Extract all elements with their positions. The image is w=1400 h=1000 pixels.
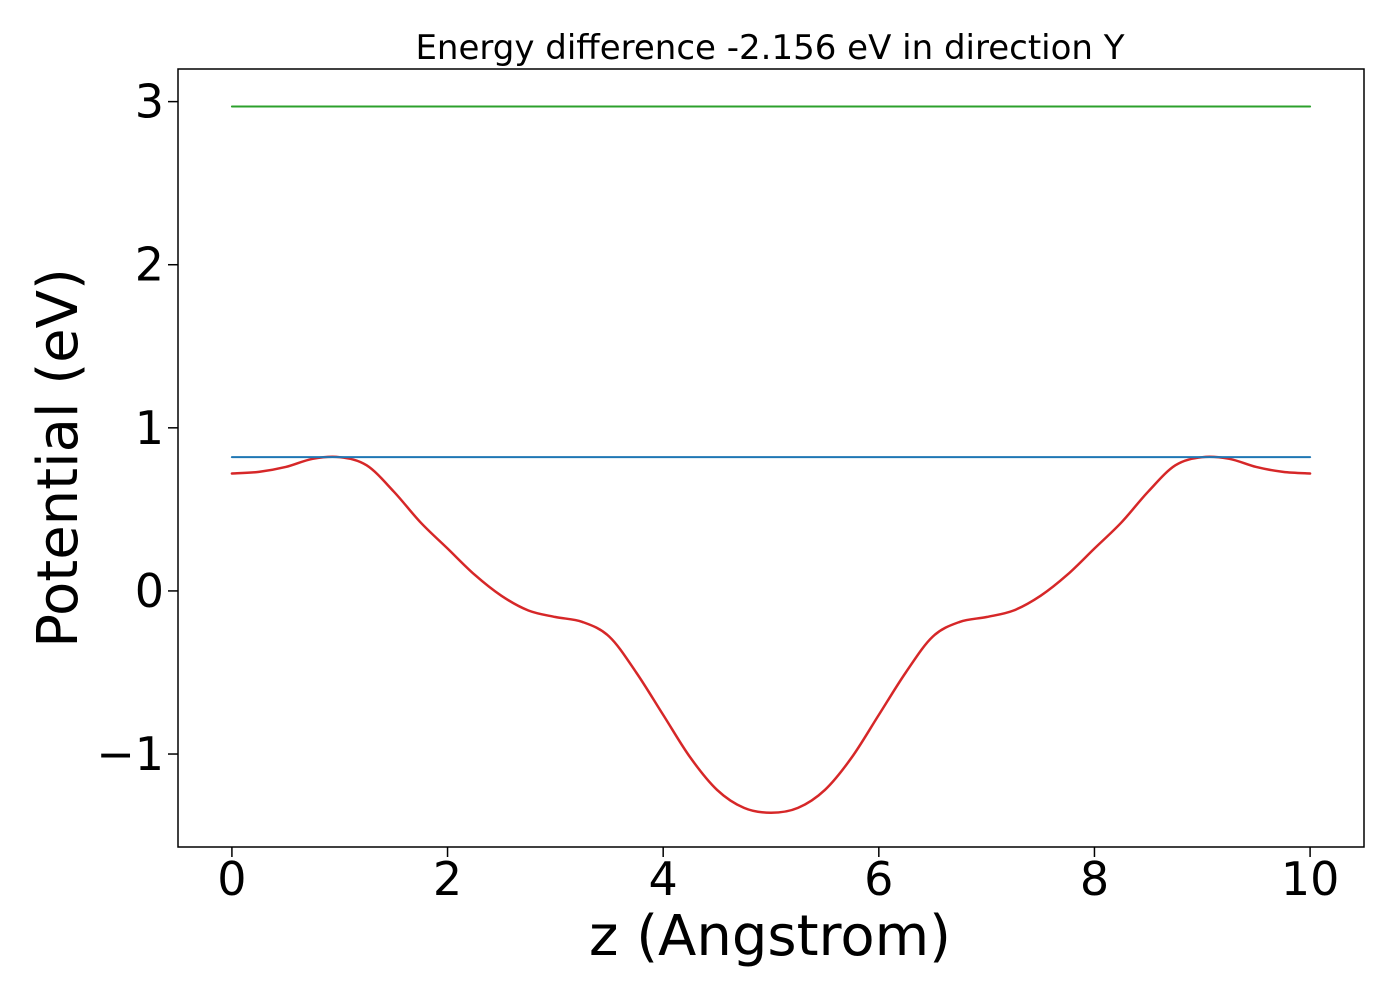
y-tick-label: 3 [135, 75, 164, 129]
x-axis-label: z (Angstrom) [589, 904, 951, 969]
series-layer [230, 105, 1312, 814]
y-axis: −1 0 1 2 3 [96, 75, 178, 781]
x-tick-label: 10 [1281, 852, 1340, 906]
y-tick-label: 0 [135, 564, 164, 618]
y-tick-label: −1 [96, 727, 164, 781]
y-tick-label: 2 [135, 238, 164, 292]
plot-area [177, 68, 1365, 848]
x-axis: 0 2 4 6 8 10 [217, 847, 1339, 906]
y-axis-label: Potential (eV) [26, 268, 91, 648]
x-tick-label: 4 [649, 852, 678, 906]
x-tick-label: 2 [433, 852, 462, 906]
y-tick-label: 1 [135, 401, 164, 455]
potential-curve [230, 455, 1312, 814]
x-tick-label: 6 [864, 852, 893, 906]
x-tick-label: 8 [1080, 852, 1109, 906]
chart-title: Energy difference -2.156 eV in direction… [415, 28, 1124, 68]
x-tick-label: 0 [217, 852, 246, 906]
plot-frame [177, 68, 1365, 848]
